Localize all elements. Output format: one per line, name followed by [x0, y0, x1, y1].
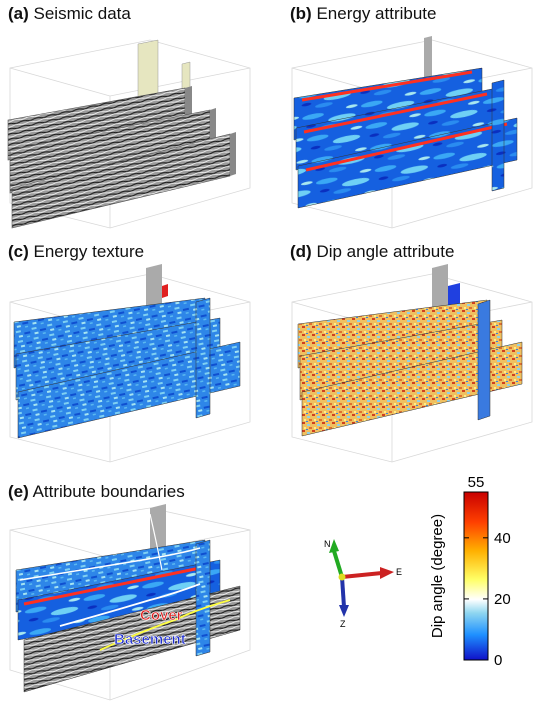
- energy-crossline: [491, 79, 505, 192]
- boundary-line-1: [19, 547, 201, 581]
- panel-e-title: (e) Attribute boundaries: [8, 482, 185, 502]
- dip-angle-colorbar: 55 40 20 0 Dip angle (degree): [429, 474, 511, 669]
- panel-a-text: Seismic data: [33, 4, 131, 23]
- boundary-crossline: [195, 539, 211, 657]
- colorbar-tick-label: 40: [494, 530, 511, 547]
- panel-d-label: (d): [290, 242, 312, 261]
- boundary-crossline-line: [149, 513, 163, 571]
- crossline-red-mark: [162, 284, 168, 298]
- boundary-red-horizon: [23, 564, 211, 606]
- texture-inline-3: [17, 341, 241, 439]
- basement-label: Basement: [114, 631, 186, 648]
- panel-d-dip-figure: [291, 264, 533, 463]
- z-axis: [340, 576, 346, 608]
- east-arrowhead: [380, 567, 394, 579]
- z-label: Z: [340, 619, 346, 629]
- colorbar-tick-label: 20: [494, 591, 511, 608]
- colorbar-label: Dip angle (degree): [429, 514, 446, 638]
- energy-high-horizon-3: [305, 122, 508, 172]
- panel-d-title: (d) Dip angle attribute: [290, 242, 454, 262]
- colorbar-gradient: [463, 491, 489, 661]
- panel-b-energy-figure: [291, 36, 533, 229]
- east-label: E: [396, 567, 402, 577]
- colorbar-tick-label: 55: [468, 474, 485, 491]
- panel-a-title: (a) Seismic data: [8, 4, 131, 24]
- panel-a-label: (a): [8, 4, 29, 23]
- panel-e-text: Attribute boundaries: [32, 482, 185, 501]
- panel-c-label: (c): [8, 242, 29, 261]
- north-label: N: [324, 539, 331, 549]
- panel-c-text: Energy texture: [33, 242, 145, 261]
- panel-e-label: (e): [8, 482, 29, 501]
- crossline-section: [137, 39, 159, 103]
- energy-high-horizon-2: [303, 92, 488, 134]
- cover-label: Cover: [140, 607, 183, 624]
- panel-c-texture-figure: [9, 264, 251, 463]
- dip-crossline: [477, 299, 491, 421]
- east-axis: [341, 571, 383, 579]
- orientation-compass: N E Z: [324, 539, 402, 629]
- dip-inline-3: [301, 341, 523, 437]
- origin-dot: [338, 573, 346, 581]
- energy-high-horizon-1: [301, 70, 473, 102]
- panel-e-boundaries-figure: Cover Basement: [9, 504, 251, 701]
- texture-crossline: [195, 297, 211, 419]
- boundary-line-3-yellow: [99, 599, 231, 651]
- panel-b-text: Energy attribute: [316, 4, 437, 23]
- energy-inline-3: [297, 117, 518, 209]
- colorbar-ticks: 55 40 20 0: [464, 474, 511, 669]
- north-arrowhead: [329, 539, 339, 553]
- inline-3-edge: [230, 132, 236, 176]
- boundary-seismic-inline: [23, 585, 241, 693]
- panel-b-title: (b) Energy attribute: [290, 4, 436, 24]
- colorbar-tick-label: 0: [494, 652, 502, 669]
- panel-b-label: (b): [290, 4, 312, 23]
- boundary-line-2: [59, 583, 201, 627]
- panel-a-seismic-figure: [7, 39, 251, 229]
- panel-d-text: Dip angle attribute: [316, 242, 455, 261]
- panel-c-title: (c) Energy texture: [8, 242, 144, 262]
- z-arrowhead: [339, 605, 349, 617]
- north-axis: [332, 550, 344, 578]
